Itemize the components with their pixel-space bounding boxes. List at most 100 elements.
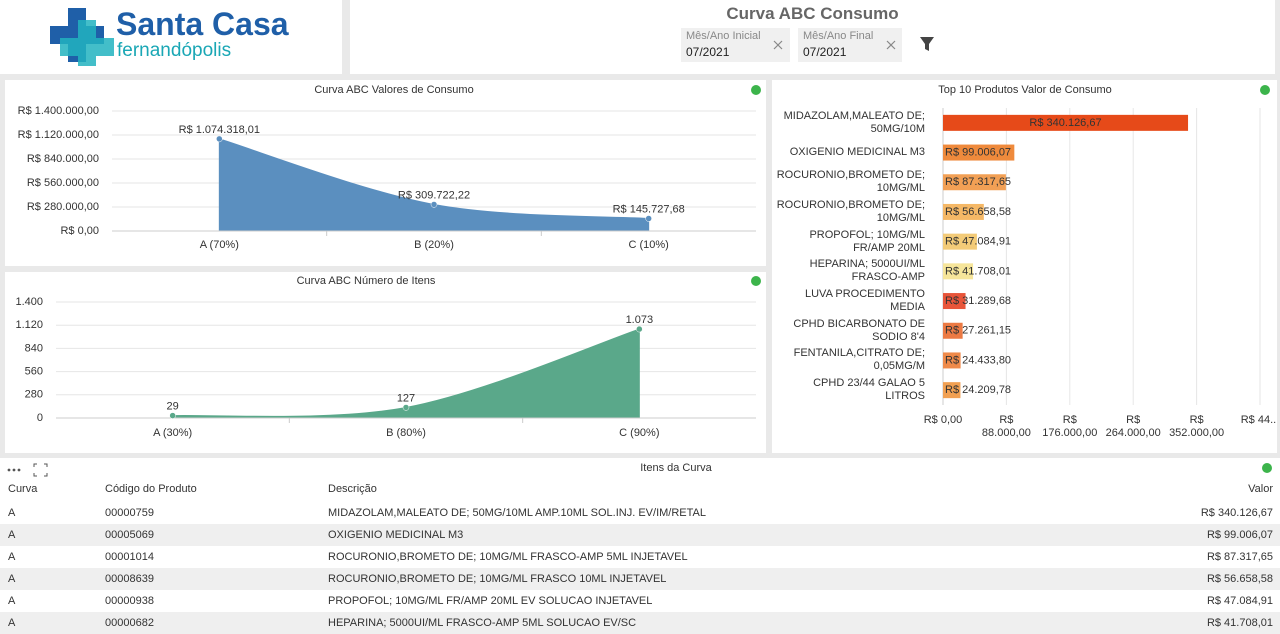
y-tick-label: MIDAZOLAM,MALEATO DE; 50MG/10M [783, 109, 925, 135]
bar [943, 293, 966, 310]
clear-icon[interactable] [773, 40, 783, 50]
y-tick-label: 840 [25, 342, 43, 354]
cell: R$ 41.708,01 [1206, 617, 1273, 629]
cell: HEPARINA; 5000UI/ML FRASCO-AMP 5ML SOLUC… [328, 617, 637, 629]
filter-start[interactable]: Mês/Ano Inicial 07/2021 [681, 28, 790, 62]
x-tick-label: R$ 44... [1240, 414, 1277, 426]
cell: A [8, 617, 16, 629]
cell: Valor [1248, 483, 1273, 495]
bar [943, 144, 1015, 161]
cell: MIDAZOLAM,MALEATO DE; 50MG/10ML AMP.10ML… [328, 507, 706, 519]
clear-icon[interactable] [886, 40, 896, 50]
bar [943, 174, 1006, 191]
data-label: R$ 27.261,15 [945, 325, 1011, 337]
logo-icon [50, 8, 114, 66]
data-label: R$ 24.433,80 [945, 354, 1011, 366]
status-dot [751, 276, 761, 286]
data-label: 127 [397, 392, 415, 404]
cell: Descrição [328, 483, 377, 495]
bar [943, 322, 963, 339]
bar [943, 114, 1189, 131]
chart-title: Top 10 Produtos Valor de Consumo [938, 84, 1111, 96]
point [216, 135, 223, 143]
cell: A [8, 573, 16, 585]
table-icons[interactable] [7, 463, 51, 477]
data-label: R$ 41.708,01 [945, 265, 1011, 277]
point [169, 412, 176, 419]
y-tick-label: CPHD 23/44 GALAO 5 LITROS [813, 377, 925, 403]
y-tick-label: CPHD BICARBONATO DE SODIO 8'4 [793, 317, 925, 343]
area [172, 328, 640, 419]
y-tick-label: 0 [37, 412, 43, 424]
x-tick-label: A (30%) [153, 427, 192, 439]
cell: R$ 47.084,91 [1206, 595, 1273, 607]
filter-value: 07/2021 [803, 45, 847, 59]
table-row: A 00005069 OXIGENIO MEDICINAL M3 R$ 99.006,… [0, 524, 1280, 546]
y-tick-label: LUVA PROCEDIMENTO MEDIA [804, 288, 925, 314]
chart-title: Curva ABC Número de Itens [297, 275, 436, 287]
table-panel: Itens da Curva Curva Código do Produto Des… [0, 458, 1280, 634]
data-label: R$ 47.084,91 [945, 236, 1011, 248]
filter-label: Mês/Ano Inicial [686, 30, 761, 42]
y-tick-label: 1.120 [15, 319, 43, 331]
data-label: R$ 99.006,07 [945, 146, 1011, 158]
bar [943, 233, 977, 250]
data-label: R$ 1.074.318,01 [179, 124, 260, 136]
x-tick-label: R$ 176.000,00 [1042, 414, 1098, 439]
x-tick-label: C (90%) [619, 427, 659, 439]
area [218, 138, 650, 232]
logo-subtitle: fernandópolis [117, 40, 232, 61]
y-tick-label: R$ 840.000,00 [27, 153, 99, 165]
point [430, 201, 438, 208]
status-dot [751, 85, 761, 95]
status-dot [1262, 463, 1272, 473]
table-row: A 00000682 HEPARINA; 5000UI/ML FRASCO-AMP … [0, 612, 1280, 634]
logo-panel: Santa Casa fernandópolis [0, 0, 342, 74]
filter-value: 07/2021 [686, 45, 730, 59]
y-tick-label: 560 [25, 366, 43, 378]
y-tick-label: R$ 1.120.000,00 [18, 129, 99, 141]
data-label: R$ 31.289,68 [945, 295, 1011, 307]
table-row: A 00000759 MIDAZOLAM,MALEATO DE; 50MG/10ML… [0, 502, 1280, 524]
y-tick-label: HEPARINA; 5000UI/ML FRASCO-AMP [809, 258, 925, 284]
cell: ROCURONIO,BROMETO DE; 10MG/ML FRASCO-AMP… [328, 551, 688, 563]
filter-label: Mês/Ano Final [803, 30, 874, 42]
data-label: R$ 309.722,22 [398, 189, 470, 201]
cell: 00000759 [105, 507, 154, 519]
page-title: Curva ABC Consumo [726, 4, 899, 23]
cell: A [8, 551, 16, 563]
y-tick-label: 280 [25, 389, 43, 401]
cell: R$ 99.006,07 [1206, 529, 1273, 541]
status-dot [1260, 85, 1270, 95]
filter-end[interactable]: Mês/Ano Final 07/2021 [798, 28, 902, 62]
filter-icon[interactable] [919, 36, 935, 52]
table-header: Curva Código do Produto Descrição Valor [0, 478, 1280, 500]
chart-panel: Top 10 Produtos Valor de Consumo R$ 340.1… [772, 80, 1277, 453]
table-title: Itens da Curva [640, 462, 712, 474]
bar [943, 352, 961, 369]
y-tick-label: OXIGENIO MEDICINAL M3 [789, 146, 925, 159]
cell: Curva [8, 483, 38, 495]
y-tick-label: FENTANILA,CITRATO DE; 0,05MG/M [793, 347, 925, 373]
cell: A [8, 529, 16, 541]
chart: Top 10 Produtos Valor de Consumo R$ 340.1… [938, 84, 1261, 405]
table-row: A 00001014 ROCURONIO,BROMETO DE; 10MG/ML F… [0, 546, 1280, 568]
x-tick-label: B (20%) [414, 239, 454, 251]
cell: R$ 56.658,58 [1206, 573, 1273, 585]
cell: PROPOFOL; 10MG/ML FR/AMP 20ML EV SOLUCAO… [328, 595, 653, 607]
chart-panel: Curva ABC Valores de Consumo R$ 0,00 R$ 28… [5, 80, 766, 266]
y-tick-label: ROCURONIO,BROMETO DE; 10MG/ML [776, 169, 925, 195]
cell: R$ 87.317,65 [1206, 551, 1273, 563]
data-label: R$ 87.317,65 [945, 176, 1011, 188]
chart-panel: Curva ABC Número de Itens 0 280 560 840 1.120… [5, 272, 766, 453]
cell: 00000938 [105, 595, 154, 607]
data-label: R$ 340.126,67 [1029, 117, 1101, 129]
y-tick-label: 1.400 [15, 296, 43, 308]
x-tick-label: B (80%) [386, 427, 426, 439]
x-tick-label: R$ 88.000,00 [981, 414, 1031, 439]
bar [943, 263, 974, 280]
y-tick-label: R$ 1.400.000,00 [18, 105, 99, 117]
cell: A [8, 595, 16, 607]
chart-title: Curva ABC Valores de Consumo [314, 84, 473, 96]
y-tick-label: R$ 280.000,00 [27, 201, 99, 213]
